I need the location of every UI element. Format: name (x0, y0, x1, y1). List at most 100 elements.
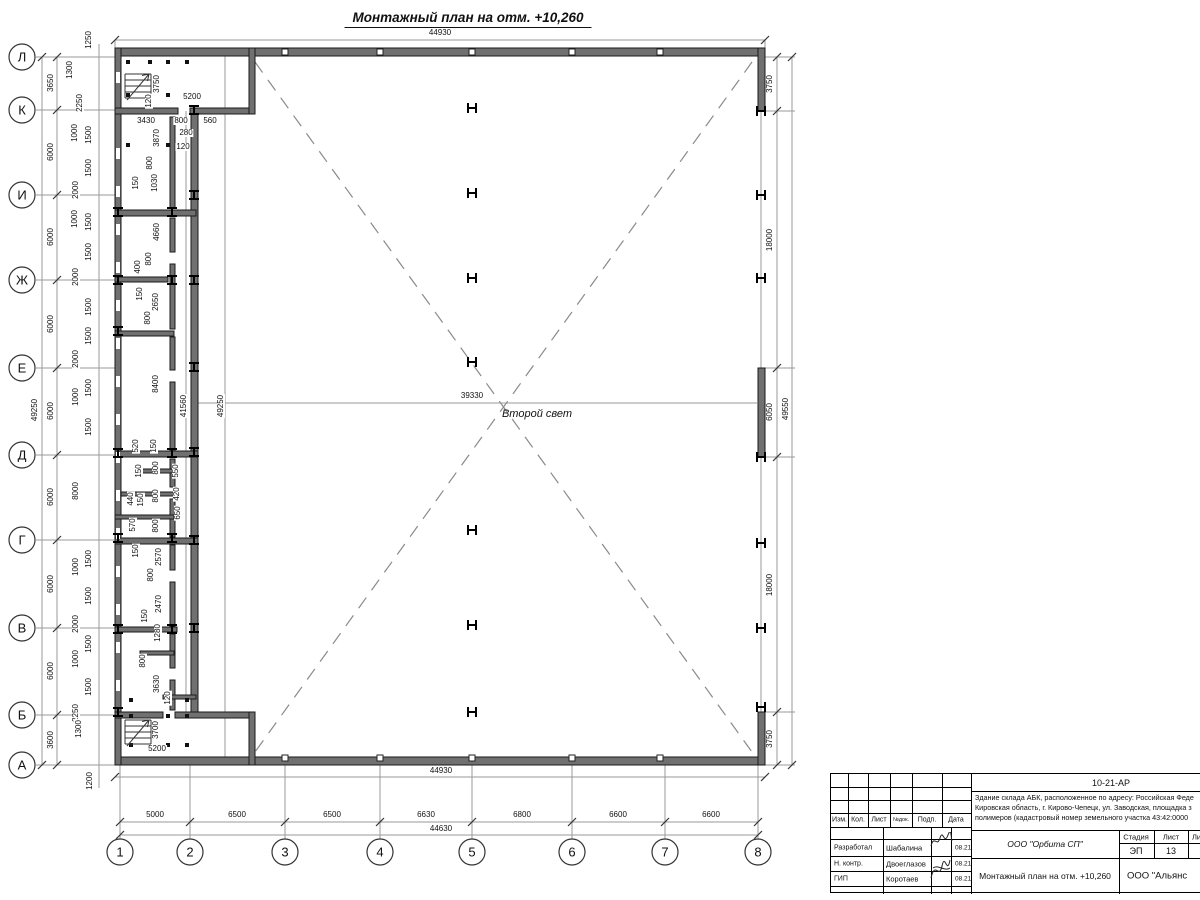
dimension-label: 2250 (75, 93, 84, 113)
dimension-label: 1000 (70, 123, 79, 143)
wall-opening (116, 566, 120, 577)
column-dot (148, 60, 152, 64)
dim-tick (772, 363, 782, 373)
dim-tick (52, 450, 62, 460)
dimension-label: 400 (133, 259, 142, 275)
wall (114, 756, 766, 766)
dimension-label: 49550 (781, 396, 790, 422)
dimension-label: 6000 (46, 661, 55, 681)
dimension-label: 4660 (152, 222, 161, 242)
dimension-label: 800 (146, 567, 155, 583)
dimension-label: 3600 (46, 730, 55, 750)
dim-tick (772, 52, 782, 62)
wall-opening (116, 262, 120, 273)
dimension-label: 150 (134, 463, 143, 479)
dimension-label: 120 (175, 142, 191, 151)
dim-tick (787, 52, 797, 62)
svg-text:7: 7 (661, 845, 668, 860)
dim-tick (280, 817, 290, 827)
column-square (281, 48, 289, 56)
tb-date-ncontrol: 08.21 (955, 860, 972, 867)
column-dot (129, 698, 133, 702)
tb-role-developer: Разработал (834, 844, 873, 851)
column-square (376, 48, 384, 56)
column-dot (185, 60, 189, 64)
wall (114, 626, 178, 633)
dim-tick (753, 830, 763, 840)
dimension-label: 120 (163, 690, 172, 706)
dim-tick (787, 760, 797, 770)
column-square (568, 754, 576, 762)
tb-description-line3: полимеров (кадастровый номер земельного … (975, 813, 1189, 822)
column-i-mark (113, 207, 123, 217)
dim-tick (753, 817, 763, 827)
dimension-label: 2570 (154, 547, 163, 567)
dim-tick (110, 772, 120, 782)
dimension-label: 5200 (182, 92, 202, 101)
dim-tick (115, 830, 125, 840)
column-i-mark (167, 275, 177, 285)
column-h-mark (467, 273, 477, 283)
dimension-label: 800 (151, 488, 160, 504)
column-dot (129, 743, 133, 747)
dimension-label: 1500 (84, 417, 93, 437)
svg-text:Ж: Ж (16, 273, 28, 288)
wall (174, 711, 250, 719)
dimension-label: 6600 (608, 810, 628, 819)
dimension-label: 1000 (71, 649, 80, 669)
stairs-icon (124, 719, 152, 747)
tb-description-line1: Здание склада АБК, расположенное по адре… (975, 793, 1194, 802)
dim-tick (52, 710, 62, 720)
dimension-label: 1500 (84, 586, 93, 606)
dimension-label: 1280 (153, 623, 162, 643)
dimension-label: 800 (144, 251, 153, 267)
tb-name-gip: Коротаев (886, 874, 919, 883)
wall (114, 276, 169, 283)
grid-number-1: 1 (106, 838, 134, 866)
signature-gip (930, 859, 951, 879)
column-i-mark (189, 190, 199, 200)
dimension-label: 800 (173, 116, 189, 125)
column-dot (185, 698, 189, 702)
dimension-label: 1500 (84, 158, 93, 178)
wall (162, 694, 197, 700)
svg-text:А: А (18, 758, 27, 773)
column-dot (166, 714, 170, 718)
column-dot (166, 93, 170, 97)
column-i-mark (113, 275, 123, 285)
dimension-label: 6050 (765, 402, 774, 422)
dimension-label: 560 (202, 116, 218, 125)
dimension-label: 1250 (84, 30, 93, 50)
tb-date-gip: 08.21 (955, 875, 972, 882)
dimension-label: 2000 (71, 349, 80, 369)
svg-text:Б: Б (18, 708, 27, 723)
grid-letter-В: В (8, 614, 36, 642)
column-i-mark (113, 448, 123, 458)
dimension-label: 800 (138, 653, 147, 669)
column-i-mark (189, 362, 199, 372)
svg-text:1: 1 (116, 845, 123, 860)
tb-col-list: Лист (871, 816, 887, 824)
dimension-label: 1000 (70, 209, 79, 229)
dimension-label: 280 (178, 128, 194, 137)
column-square (468, 754, 476, 762)
dim-tick (772, 707, 782, 717)
grid-number-6: 6 (558, 838, 586, 866)
grid-letter-Д: Д (8, 441, 36, 469)
svg-text:Д: Д (18, 448, 27, 463)
column-h-mark (756, 538, 766, 548)
column-square (656, 48, 664, 56)
dimension-label: 6800 (512, 810, 532, 819)
column-h-mark (467, 620, 477, 630)
column-h-mark (467, 357, 477, 367)
dim-tick (760, 35, 770, 45)
dim-tick (37, 52, 47, 62)
wall (114, 209, 197, 217)
tb-description-line2: Кировская область, г. Кирово-Чепецк, ул.… (975, 803, 1192, 812)
dimension-label: 420 (172, 486, 181, 502)
tb-role-gip: ГИП (834, 875, 848, 882)
column-i-mark (189, 623, 199, 633)
column-i-mark (167, 448, 177, 458)
grid-letter-Е: Е (8, 354, 36, 382)
